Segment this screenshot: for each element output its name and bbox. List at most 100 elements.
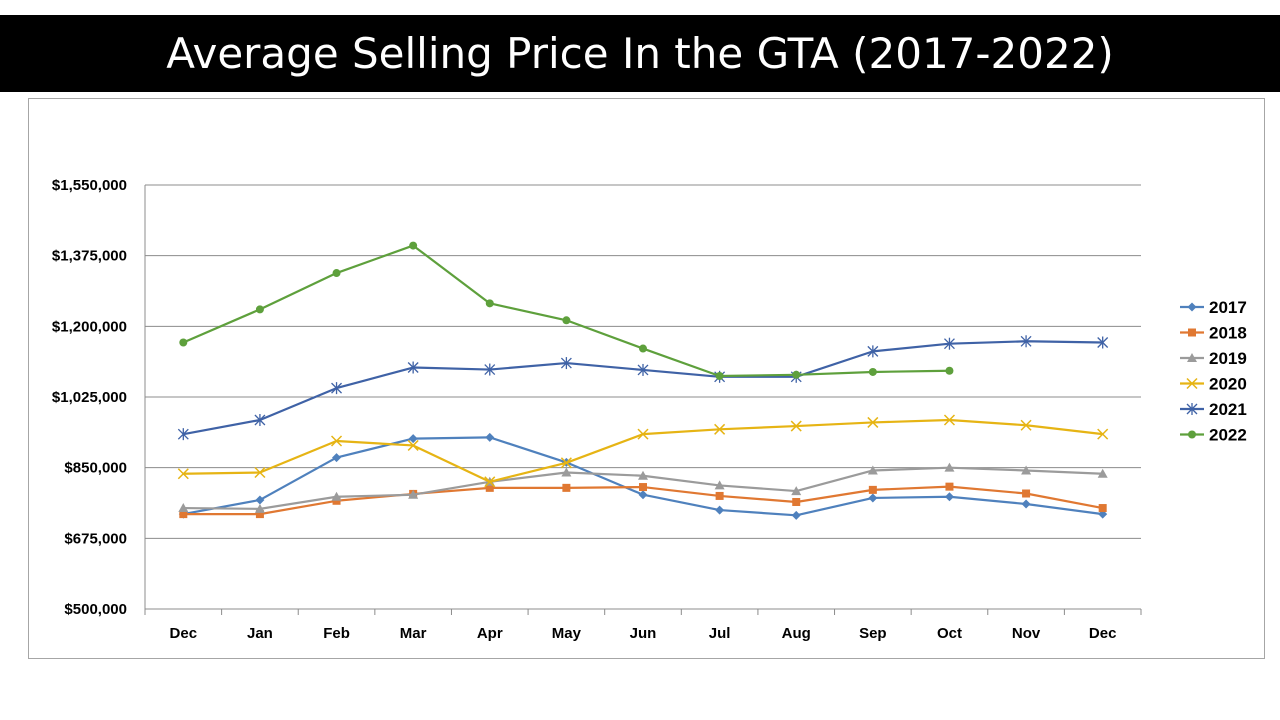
legend-label: 2022	[1209, 426, 1247, 445]
data-point	[332, 496, 341, 505]
y-tick-label: $500,000	[64, 601, 127, 618]
data-point	[331, 491, 342, 501]
title-bar: Average Selling Price In the GTA (2017-2…	[0, 15, 1280, 92]
legend-item-2022: 2022	[1180, 426, 1247, 445]
data-point	[1022, 489, 1031, 498]
marker-stroke	[484, 476, 496, 488]
data-point	[254, 466, 266, 479]
x-tick-label: Apr	[477, 625, 503, 642]
data-point	[409, 241, 418, 250]
x-tick-label: Aug	[782, 625, 811, 642]
data-point	[1188, 328, 1196, 337]
legend-item-2020: 2020	[1180, 375, 1247, 394]
data-point	[790, 420, 802, 432]
x-tick-label: May	[552, 625, 582, 642]
data-point	[792, 370, 801, 379]
marker-stroke	[790, 420, 802, 432]
data-point	[792, 497, 801, 506]
data-point	[560, 357, 572, 370]
marker-stroke	[1186, 377, 1198, 390]
data-point	[791, 510, 801, 520]
marker-stroke	[943, 414, 955, 426]
data-point	[1187, 353, 1197, 362]
series-2020	[177, 414, 1109, 488]
marker-stroke	[331, 435, 343, 447]
y-tick-label: $1,550,000	[52, 177, 127, 194]
y-axis: $500,000 $675,000 $850,000 $1,025,000 $1,200…	[52, 177, 146, 618]
data-point	[867, 345, 879, 358]
data-point	[868, 493, 878, 503]
data-point	[331, 435, 343, 447]
data-point	[484, 476, 496, 488]
data-point	[1098, 504, 1107, 513]
data-point	[562, 483, 571, 492]
marker-stroke	[1097, 428, 1109, 440]
data-point	[715, 505, 725, 515]
data-point	[408, 434, 418, 444]
gridlines	[145, 184, 1141, 610]
data-point	[791, 486, 802, 496]
legend-item-2017: 2017	[1180, 298, 1247, 317]
x-tick-label: Jan	[247, 625, 273, 642]
x-tick-label: Sep	[859, 625, 887, 642]
data-point	[485, 432, 495, 442]
data-point	[178, 503, 189, 513]
chart-frame	[28, 98, 1265, 659]
data-point	[255, 510, 264, 519]
data-point	[715, 491, 724, 500]
y-tick-label: $850,000	[64, 460, 127, 477]
data-point	[638, 490, 648, 500]
data-point	[1188, 430, 1196, 439]
marker-stroke	[177, 468, 189, 480]
data-point	[484, 363, 496, 376]
data-point	[485, 483, 494, 492]
marker-stroke	[714, 423, 726, 435]
data-point	[637, 428, 649, 440]
data-point	[943, 414, 955, 426]
data-point	[1097, 428, 1109, 440]
x-tick-label: Jun	[630, 625, 657, 642]
legend-item-2021: 2021	[1180, 400, 1247, 419]
x-tick-label: Jul	[709, 625, 731, 642]
legend-label: 2018	[1209, 324, 1247, 343]
data-point	[638, 470, 648, 480]
marker-stroke	[407, 439, 419, 451]
series-line	[182, 244, 950, 378]
series-group	[177, 241, 1109, 520]
marker-stroke	[1020, 419, 1032, 431]
data-point	[1097, 336, 1109, 349]
data-point	[867, 416, 879, 428]
data-point	[407, 439, 419, 451]
data-point	[177, 428, 189, 441]
x-tick-label: Nov	[1012, 625, 1041, 642]
data-point	[254, 503, 265, 513]
data-point	[1187, 302, 1197, 312]
data-point	[1020, 335, 1032, 348]
series-2021	[177, 335, 1109, 441]
data-point	[944, 462, 955, 472]
marker-stroke	[867, 416, 879, 428]
x-tick-label: Mar	[400, 625, 427, 642]
legend: 2017 2018 2019 2020 2021 2022	[1180, 298, 1247, 445]
data-point	[945, 366, 954, 375]
data-point	[867, 465, 878, 475]
data-point	[562, 316, 571, 325]
data-point	[1021, 499, 1031, 509]
data-point	[714, 423, 726, 435]
data-point	[1186, 403, 1198, 415]
marker-stroke	[560, 457, 572, 469]
data-point	[637, 363, 649, 376]
data-point	[485, 299, 494, 308]
data-point	[407, 361, 419, 374]
data-point	[944, 492, 954, 502]
data-point	[177, 468, 189, 480]
legend-label: 2017	[1209, 298, 1247, 317]
y-tick-label: $1,375,000	[52, 248, 127, 265]
data-point	[945, 482, 954, 491]
data-point	[331, 382, 342, 395]
marker-stroke	[637, 428, 649, 440]
legend-label: 2020	[1209, 375, 1247, 394]
data-point	[560, 457, 572, 469]
data-point	[255, 305, 264, 314]
